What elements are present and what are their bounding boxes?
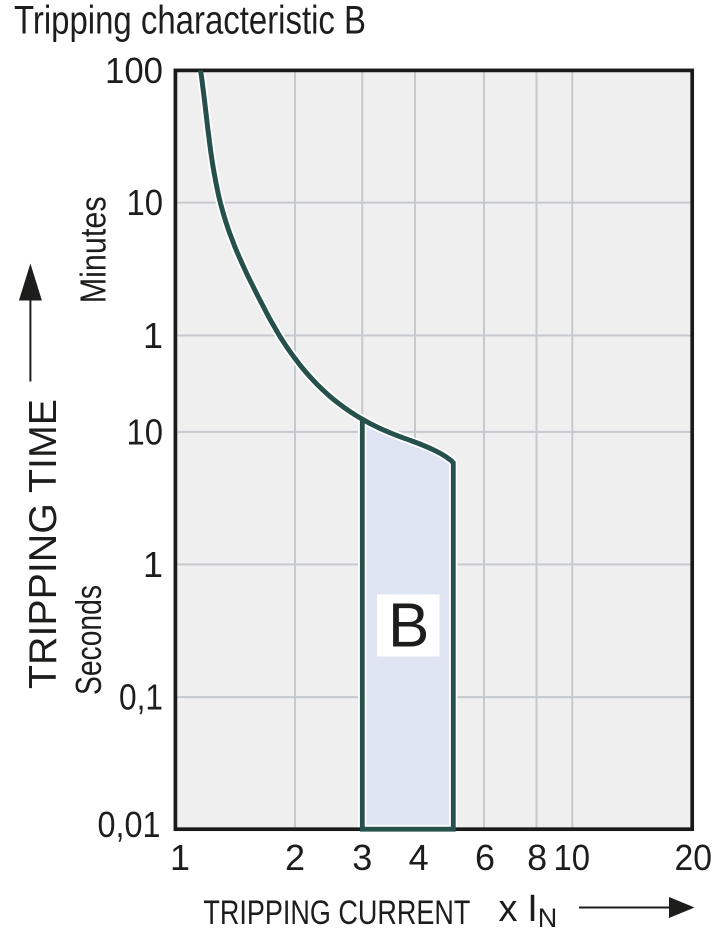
- svg-text:20: 20: [675, 837, 713, 878]
- svg-text:B: B: [388, 591, 429, 660]
- svg-text:0,1: 0,1: [119, 677, 163, 718]
- svg-text:Tripping characteristic B: Tripping characteristic B: [14, 0, 366, 42]
- svg-text:10: 10: [554, 837, 591, 878]
- svg-text:I: I: [527, 888, 538, 930]
- svg-text:2: 2: [285, 837, 305, 878]
- svg-text:TRIPPING CURRENT: TRIPPING CURRENT: [203, 894, 470, 932]
- svg-text:1: 1: [143, 544, 163, 585]
- svg-text:8: 8: [527, 837, 547, 878]
- svg-text:1: 1: [143, 315, 163, 356]
- svg-text:1: 1: [170, 837, 190, 878]
- svg-text:0,01: 0,01: [98, 804, 161, 845]
- svg-text:N: N: [538, 903, 558, 933]
- svg-text:6: 6: [475, 837, 495, 878]
- svg-text:10: 10: [127, 182, 164, 223]
- svg-text:3: 3: [352, 837, 372, 878]
- svg-text:10: 10: [127, 411, 164, 452]
- svg-text:x: x: [499, 888, 518, 930]
- svg-text:Seconds: Seconds: [68, 585, 109, 695]
- svg-text:4: 4: [409, 837, 429, 878]
- svg-text:TRIPPING TIME: TRIPPING TIME: [22, 399, 65, 689]
- svg-text:Minutes: Minutes: [73, 196, 114, 303]
- svg-text:100: 100: [105, 50, 163, 91]
